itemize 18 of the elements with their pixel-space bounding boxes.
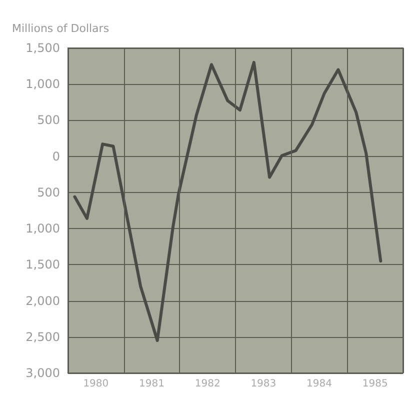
y-tick-label: 2,500 [26, 330, 60, 344]
y-axis-title: Millions of Dollars [12, 22, 110, 35]
x-tick-label: 1982 [194, 378, 220, 390]
y-tick-label: 2,000 [26, 294, 60, 308]
y-tick-label: 1,500 [26, 258, 60, 272]
y-tick-label: 3,000 [26, 366, 60, 380]
y-tick-label: 500 [37, 113, 60, 128]
x-tick-label: 1981 [139, 378, 164, 390]
x-tick-label: 1984 [306, 378, 332, 390]
y-tick-label: 1,000 [26, 222, 60, 236]
y-tick-label: 0 [52, 149, 60, 164]
y-tick-label: 1,000 [26, 77, 60, 92]
line-series [73, 60, 382, 342]
x-tick-label: 1983 [250, 378, 276, 390]
y-tick-label: 500 [37, 185, 60, 200]
x-tick-label: 1985 [362, 378, 388, 390]
y-tick-label: 1,500 [26, 41, 60, 55]
x-tick-label: 1980 [83, 378, 109, 390]
